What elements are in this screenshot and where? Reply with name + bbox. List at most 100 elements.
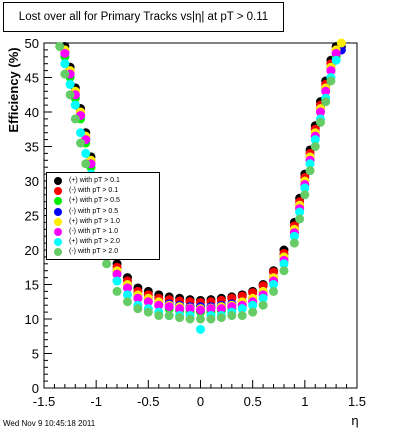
data-point — [175, 304, 185, 314]
chart-title: Lost over all for Primary Tracks vs|η| a… — [18, 11, 269, 23]
legend-item: (+) with pT > 0.5 — [47, 196, 159, 206]
data-point — [81, 159, 91, 169]
legend-label: (-) with pT > 2.0 — [69, 248, 119, 256]
legend-label: (+) with pT > 2.0 — [69, 238, 120, 246]
data-point — [321, 86, 331, 96]
data-point — [289, 231, 299, 241]
y-tick-label: 35 — [25, 140, 39, 155]
legend-marker — [54, 207, 62, 216]
data-point — [143, 297, 153, 307]
y-tick-label: 0 — [32, 381, 39, 396]
legend-label: (+) with pT > 0.5 — [69, 197, 120, 205]
x-tick-label: -0.5 — [137, 394, 159, 409]
data-point — [70, 100, 80, 110]
data-point — [295, 214, 305, 224]
data-point — [305, 166, 315, 176]
y-tick-label: 15 — [25, 278, 39, 293]
legend-marker — [54, 177, 62, 185]
data-point — [112, 286, 122, 296]
data-point — [55, 41, 65, 51]
data-point — [206, 314, 216, 324]
data-point — [122, 290, 132, 300]
data-point — [154, 300, 164, 310]
data-point — [133, 304, 143, 314]
data-point — [102, 259, 112, 269]
data-point — [81, 148, 91, 158]
data-point — [133, 293, 143, 303]
data-point — [122, 283, 132, 293]
data-point — [305, 159, 315, 169]
chart-title-box: Lost over all for Primary Tracks vs|η| a… — [3, 2, 284, 32]
data-point — [185, 304, 195, 314]
data-point — [315, 107, 325, 117]
data-point — [143, 307, 153, 317]
data-point — [196, 305, 205, 315]
legend-label: (+) with pT > 0.1 — [69, 177, 120, 184]
data-point — [331, 48, 341, 58]
data-point — [60, 48, 70, 58]
x-axis-label: η — [351, 413, 358, 428]
data-point — [216, 304, 226, 314]
legend-label: (-) with pT > 0.1 — [69, 187, 119, 195]
legend-marker — [54, 187, 62, 196]
data-point — [122, 297, 132, 307]
data-point — [310, 135, 320, 145]
data-point — [279, 259, 289, 269]
data-point — [300, 183, 310, 193]
x-tick-label: 1.5 — [348, 394, 366, 409]
data-point — [164, 311, 174, 321]
data-point — [76, 138, 86, 148]
legend: (+) with pT > 0.1 (-) with pT > 0.1 (+) wi… — [46, 172, 160, 260]
data-point — [237, 304, 247, 314]
data-point — [112, 269, 122, 279]
legend-item: (-) with pT > 0.1 — [47, 186, 159, 196]
data-point — [60, 59, 70, 69]
data-point — [65, 90, 75, 100]
data-point — [295, 207, 305, 217]
data-point — [248, 307, 258, 317]
y-tick-label: 5 — [32, 347, 39, 362]
legend-item: (-) with pT > 0.5 — [47, 207, 159, 217]
data-point — [237, 311, 247, 321]
data-point — [300, 190, 310, 200]
data-point — [269, 280, 279, 289]
data-point — [315, 117, 325, 127]
data-point — [164, 302, 174, 312]
data-point — [76, 128, 86, 138]
data-point — [60, 69, 70, 79]
legend-item: (-) with pT > 2.0 — [47, 247, 159, 257]
data-point — [196, 324, 205, 334]
data-point — [326, 66, 336, 76]
data-point — [258, 293, 268, 303]
data-point — [336, 38, 346, 48]
data-point — [269, 286, 279, 296]
x-tick-label: 0 — [197, 394, 204, 409]
legend-marker — [54, 238, 62, 247]
data-point — [154, 311, 164, 321]
x-tick-label: -1 — [90, 394, 102, 409]
data-point — [279, 266, 289, 276]
legend-marker — [54, 217, 62, 226]
y-axis-label: Efficiency (%) — [6, 47, 21, 132]
y-tick-label: 45 — [25, 71, 39, 86]
data-point — [206, 304, 216, 314]
y-tick-label: 20 — [25, 243, 39, 258]
data-point — [227, 311, 237, 321]
legend-item: (-) with pT > 1.0 — [47, 227, 159, 237]
timestamp-footer: Wed Nov 9 10:45:18 2011 — [3, 419, 96, 428]
axes: -1.5 -1 -0.5 0 0.5 1 1.5 0 5 10 15 20 25 30 35 40 45 50 — [25, 36, 367, 409]
legend-marker — [54, 197, 62, 206]
y-tick-label: 40 — [25, 105, 39, 120]
data-point — [112, 276, 122, 286]
legend-item: (+) with pT > 1.0 — [47, 217, 159, 227]
data-point — [310, 142, 320, 151]
data-point — [65, 79, 75, 89]
y-tick-label: 30 — [25, 174, 39, 189]
legend-marker — [54, 228, 62, 236]
x-tick-label: 1 — [301, 394, 308, 409]
data-point — [175, 313, 185, 323]
data-point — [185, 314, 195, 324]
data-point — [248, 300, 258, 310]
data-point — [326, 76, 336, 86]
